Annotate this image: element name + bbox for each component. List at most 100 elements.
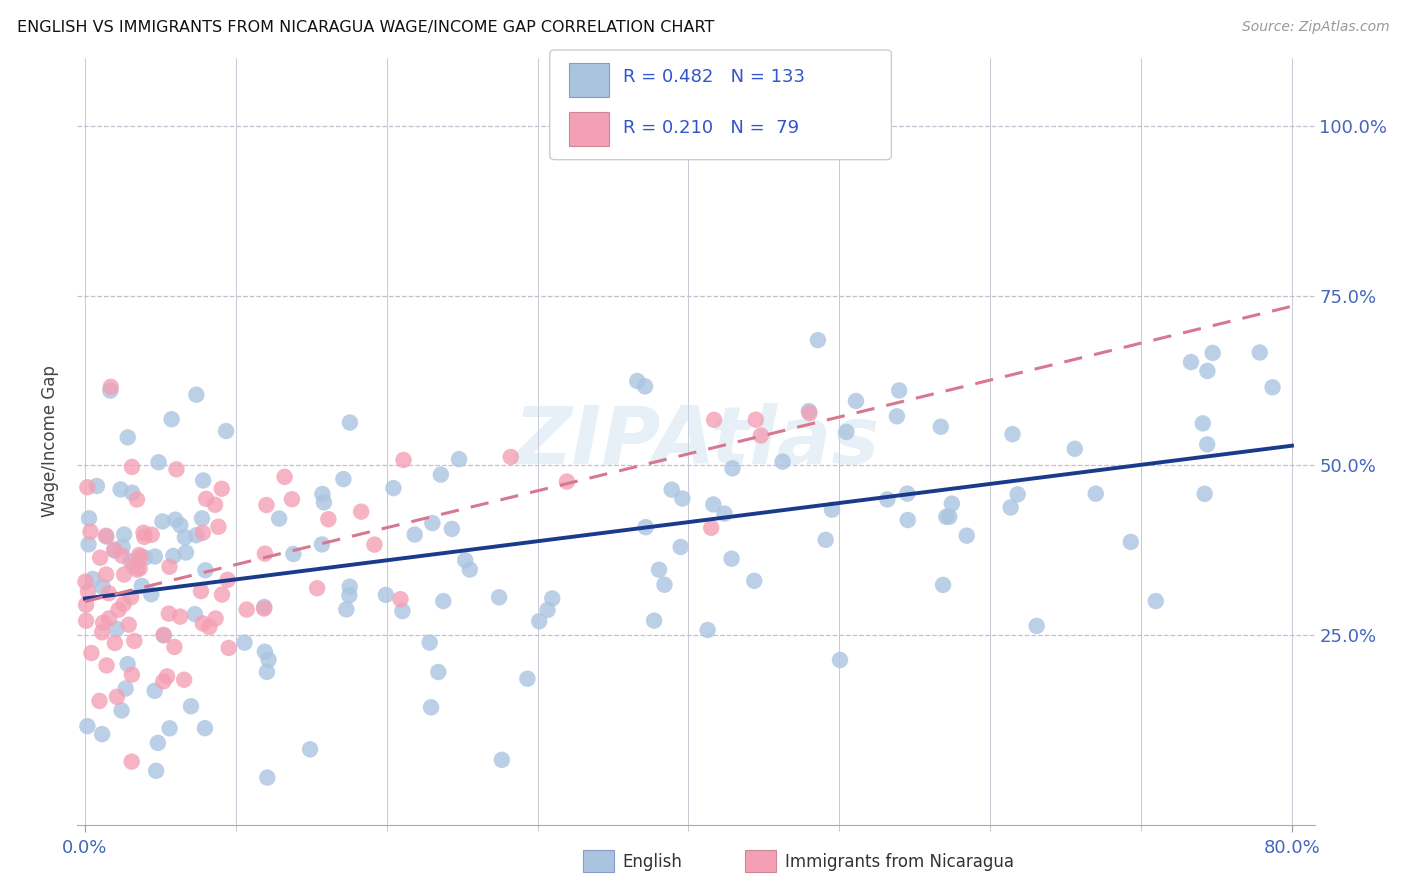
Point (720, 551, 742, 566)
Point (94, 529, 117, 543)
Point (702, 498, 724, 512)
Point (218, 640, 240, 655)
Point (114, 681, 136, 696)
Point (75, 614, 97, 628)
Point (134, 550, 156, 565)
Point (194, 721, 217, 735)
Point (332, 472, 354, 486)
Point (122, 559, 145, 574)
Point (235, 602, 257, 616)
Point (186, 388, 208, 402)
Point (124, 634, 146, 648)
Point (121, 459, 143, 474)
Point (180, 699, 202, 714)
Point (339, 416, 361, 430)
Point (118, 617, 141, 632)
Point (799, 406, 821, 420)
Point (634, 520, 657, 534)
Point (162, 549, 184, 563)
Point (152, 674, 174, 689)
Text: R = 0.482   N = 133: R = 0.482 N = 133 (623, 68, 804, 87)
Point (160, 412, 183, 426)
Point (107, 603, 129, 617)
Point (75, 598, 97, 612)
Point (121, 667, 143, 681)
Point (440, 522, 463, 536)
Point (131, 579, 153, 593)
Point (491, 753, 513, 767)
Point (1000, 500, 1022, 515)
Point (821, 502, 844, 516)
Point (204, 611, 226, 625)
Point (499, 450, 522, 464)
Point (156, 669, 179, 683)
Point (98, 384, 121, 398)
Point (671, 491, 693, 506)
Point (700, 521, 723, 535)
Point (117, 430, 139, 444)
Point (198, 620, 221, 634)
Point (111, 540, 134, 554)
Point (337, 588, 360, 602)
Point (703, 413, 725, 427)
Point (256, 771, 278, 785)
Point (318, 512, 340, 526)
Point (419, 635, 441, 649)
Point (254, 498, 277, 512)
Point (112, 567, 135, 582)
Point (121, 485, 143, 500)
Point (217, 573, 239, 587)
Point (141, 527, 163, 541)
Text: English: English (623, 853, 683, 871)
Point (143, 683, 166, 698)
Point (281, 492, 304, 507)
Point (152, 628, 174, 642)
Point (335, 602, 357, 616)
Point (120, 554, 142, 568)
Point (89, 550, 111, 565)
Point (166, 462, 188, 476)
Point (125, 492, 148, 507)
Point (86, 479, 108, 493)
Point (111, 549, 134, 563)
Point (1063, 442, 1085, 456)
Text: ENGLISH VS IMMIGRANTS FROM NICARAGUA WAGE/INCOME GAP CORRELATION CHART: ENGLISH VS IMMIGRANTS FROM NICARAGUA WAG… (17, 20, 714, 35)
Point (94, 567, 117, 582)
Point (233, 635, 256, 649)
Point (117, 657, 139, 672)
Point (165, 513, 187, 527)
Point (152, 628, 174, 642)
Point (420, 700, 443, 714)
Point (447, 452, 470, 467)
Point (148, 455, 170, 469)
Point (626, 374, 648, 388)
Point (100, 380, 122, 394)
Point (828, 653, 851, 667)
Point (256, 665, 278, 679)
Point (745, 412, 768, 426)
Point (889, 384, 911, 398)
Point (159, 722, 181, 736)
Point (772, 455, 794, 469)
Point (257, 653, 280, 667)
Point (897, 513, 920, 527)
Point (76, 719, 98, 733)
Point (77, 511, 100, 525)
Point (127, 563, 149, 577)
Point (432, 594, 454, 608)
Point (105, 690, 128, 704)
Point (929, 419, 952, 434)
Point (169, 518, 191, 533)
Point (143, 549, 166, 564)
Point (350, 505, 373, 519)
Point (845, 394, 868, 409)
Point (311, 487, 333, 501)
Point (104, 636, 127, 650)
Point (392, 453, 415, 467)
Point (269, 511, 291, 525)
Point (96, 530, 118, 544)
Point (97, 586, 120, 600)
Point (1194, 487, 1216, 501)
Point (541, 591, 564, 606)
Point (98, 611, 121, 625)
